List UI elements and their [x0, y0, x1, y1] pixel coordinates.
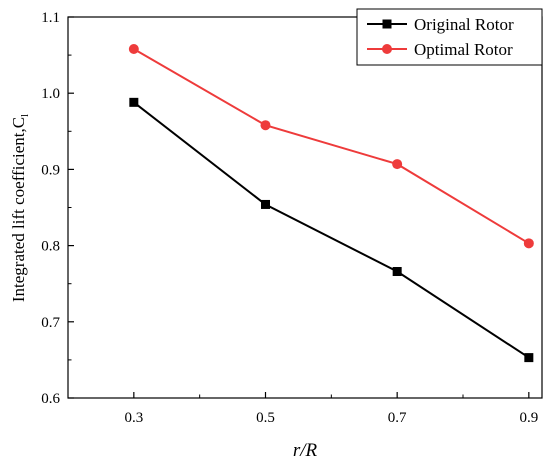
legend-marker-original: [382, 19, 392, 29]
legend-label-optimal: Optimal Rotor: [414, 40, 513, 59]
y-axis-label: Integrated lift coefficient,Cl: [9, 114, 31, 302]
x-axis-label: r/R: [293, 440, 318, 461]
series-layer: [128, 44, 534, 363]
data-point-square: [524, 353, 534, 363]
data-point-square: [261, 199, 270, 209]
legend-box: [356, 8, 543, 66]
y-tick-label: 0.8: [41, 239, 60, 255]
y-tick-label: 0.7: [41, 315, 60, 331]
series-line-0: [133, 101, 530, 359]
y-axis-label-subscript: l: [19, 114, 31, 117]
x-axis: 0.3 0.5 0.7 0.9: [124, 392, 538, 426]
y-axis: 0.6 0.7 0.8 0.9 1.0 1.1: [41, 10, 74, 407]
data-point-circle: [128, 44, 139, 55]
legend-label-original: Original Rotor: [414, 15, 514, 34]
y-tick-label: 1.1: [41, 10, 60, 26]
y-tick-label: 0.6: [41, 391, 60, 407]
y-tick-label: 1.0: [41, 86, 60, 102]
series-line-1: [133, 48, 530, 245]
legend-marker-optimal: [382, 44, 392, 54]
y-axis-label-main: Integrated lift coefficient,C: [9, 117, 28, 302]
x-tick-label: 0.9: [519, 410, 538, 426]
x-tick-label: 0.7: [388, 410, 407, 426]
x-tick-label: 0.5: [256, 410, 275, 426]
legend: Original Rotor Optimal Rotor: [356, 8, 543, 66]
x-tick-label: 0.3: [124, 410, 143, 426]
data-point-square: [392, 267, 402, 277]
y-tick-label: 0.9: [41, 162, 60, 178]
data-point-circle: [260, 120, 271, 131]
data-point-circle: [392, 159, 403, 170]
data-point-circle: [523, 238, 534, 249]
data-point-square: [129, 97, 139, 107]
